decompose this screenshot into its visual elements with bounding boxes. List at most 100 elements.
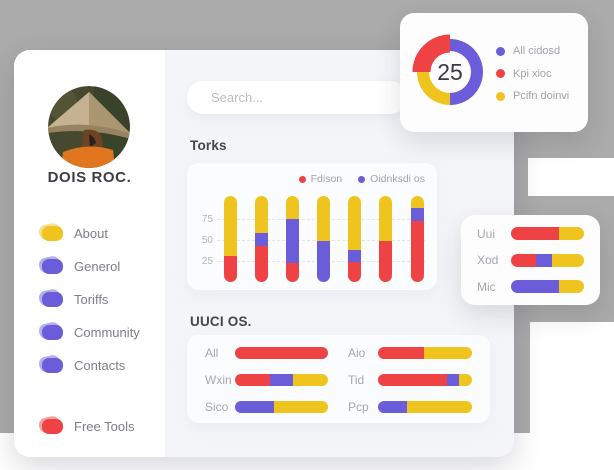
hbar bbox=[511, 280, 584, 293]
legend-item-pcifn-doinvi: Pcifn doinvi bbox=[496, 90, 569, 102]
bar-segment bbox=[379, 240, 393, 282]
sidebar-item-generol[interactable]: Generol bbox=[37, 250, 140, 283]
hbar-label: Pcp bbox=[348, 400, 369, 414]
bar-segment bbox=[223, 255, 237, 282]
legend-dot-icon bbox=[298, 175, 306, 183]
uuci-column-right: Aio Tid Pcp bbox=[348, 346, 472, 414]
bar-segment bbox=[270, 374, 293, 386]
bar-segment bbox=[378, 374, 447, 386]
uuci-chart-card: All Wxin Sico Aio Tid Pcp bbox=[187, 335, 490, 423]
bar-segment bbox=[223, 196, 237, 256]
blob-icon bbox=[37, 254, 63, 275]
donut-chart bbox=[412, 34, 483, 105]
bar-segment bbox=[410, 208, 424, 221]
sidebar: DOIS ROC. About Generol Toriffs Community Co… bbox=[14, 50, 165, 457]
donut-slice-pcifn-doinvi bbox=[417, 72, 450, 105]
sidebar-item-about[interactable]: About bbox=[37, 217, 140, 250]
legend-item-kpi-xioc: Kpi xioc bbox=[496, 68, 569, 80]
sidebar-item-label: Toriffs bbox=[74, 292, 109, 307]
hbar-label: Wxin bbox=[205, 373, 232, 387]
sidebar-nav: About Generol Toriffs Community Contacts bbox=[37, 217, 140, 382]
bar-segment bbox=[535, 253, 552, 267]
search-bar bbox=[187, 81, 407, 114]
hbar bbox=[378, 347, 472, 359]
sidebar-item-label: Generol bbox=[74, 259, 121, 274]
sidebar-item-toriffs[interactable]: Toriffs bbox=[37, 283, 140, 316]
torks-plot: 25 50 75 bbox=[187, 163, 437, 290]
blob-icon bbox=[37, 287, 63, 308]
bar-segment bbox=[407, 401, 472, 413]
hbar-row-xod: Xod bbox=[477, 253, 584, 267]
hbar-label: Tid bbox=[348, 373, 365, 387]
bar-segment bbox=[424, 347, 472, 359]
sidebar-item-community[interactable]: Community bbox=[37, 316, 140, 349]
torks-section-title: Torks bbox=[190, 138, 227, 153]
bar-segment bbox=[379, 196, 393, 241]
hbar-row-all: All bbox=[205, 346, 328, 360]
donut-legend: All cidosd Kpi xioc Pcifn doinvi bbox=[496, 45, 569, 102]
background-cutout-top bbox=[528, 158, 614, 196]
hbar-label: Uui bbox=[477, 226, 496, 241]
hbar-row-wxin: Wxin bbox=[205, 373, 328, 387]
blob-icon bbox=[37, 221, 63, 242]
legend-dot-icon bbox=[496, 46, 505, 56]
uuci-section-title: UUCI OS. bbox=[190, 314, 252, 329]
hbar-row-pcp: Pcp bbox=[348, 400, 472, 414]
bar-segment bbox=[348, 196, 362, 251]
bar-segment bbox=[551, 253, 584, 267]
stacked-bar bbox=[348, 196, 362, 282]
donut-slice-kpi-xioc bbox=[412, 34, 450, 72]
sidebar-nav-footer: Free Tools bbox=[37, 410, 134, 443]
hbar bbox=[235, 347, 328, 359]
hbar bbox=[235, 401, 328, 413]
stacked-bar bbox=[285, 196, 299, 282]
sidebar-item-free-tools[interactable]: Free Tools bbox=[37, 410, 134, 443]
hbar-label: Mic bbox=[477, 279, 496, 294]
bar-segment bbox=[254, 245, 268, 282]
hbar-label: All bbox=[205, 346, 219, 360]
bar-segment bbox=[410, 220, 424, 282]
stacked-bar bbox=[410, 196, 424, 282]
hbar bbox=[378, 401, 472, 413]
stacked-bar bbox=[223, 196, 237, 282]
hbar-label: Sico bbox=[205, 400, 229, 414]
mini-stats-rows: Uui Xod Mic bbox=[477, 226, 584, 294]
hbar-row-sico: Sico bbox=[205, 400, 328, 414]
hbar-label: Aio bbox=[348, 346, 366, 360]
hbar-row-tid: Tid bbox=[348, 373, 472, 387]
blob-icon bbox=[37, 320, 63, 341]
bar-segment bbox=[317, 240, 330, 282]
bar-segment bbox=[446, 374, 459, 386]
bar-segment bbox=[274, 401, 328, 413]
profile-name: DOIS ROC. bbox=[47, 169, 132, 186]
bar-segment bbox=[254, 196, 268, 234]
bar-segment bbox=[235, 374, 271, 386]
bar-segment bbox=[285, 219, 299, 263]
bar-segment bbox=[348, 261, 362, 282]
stacked-bar bbox=[317, 196, 330, 282]
uuci-column-left: All Wxin Sico bbox=[205, 346, 328, 414]
bar-segment bbox=[348, 250, 362, 262]
hbar bbox=[378, 374, 472, 386]
avatar[interactable] bbox=[48, 86, 130, 168]
bar-segment bbox=[235, 347, 328, 359]
blob-icon bbox=[37, 353, 63, 374]
kpi-donut-card: 25 All cidosd Kpi xioc Pcifn doinvi bbox=[400, 13, 588, 132]
bar-segment bbox=[292, 374, 328, 386]
bar-segment bbox=[511, 227, 560, 240]
dashboard-card: DOIS ROC. About Generol Toriffs Community Co… bbox=[14, 50, 514, 457]
sidebar-item-contacts[interactable]: Contacts bbox=[37, 349, 140, 382]
bar-segment bbox=[378, 347, 425, 359]
mini-stats-card: Uui Xod Mic bbox=[461, 215, 600, 305]
bar-segment bbox=[235, 401, 275, 413]
hbar bbox=[511, 253, 584, 267]
bar-segment bbox=[378, 401, 408, 413]
stacked-bar bbox=[254, 196, 268, 282]
search-input[interactable] bbox=[187, 81, 407, 114]
bar-segment bbox=[285, 196, 299, 220]
legend-item-oidnksdi-os: Oidnksdi os bbox=[358, 173, 425, 185]
stacked-bar bbox=[379, 196, 393, 282]
bar-segment bbox=[317, 196, 330, 241]
bar-segment bbox=[559, 280, 584, 293]
